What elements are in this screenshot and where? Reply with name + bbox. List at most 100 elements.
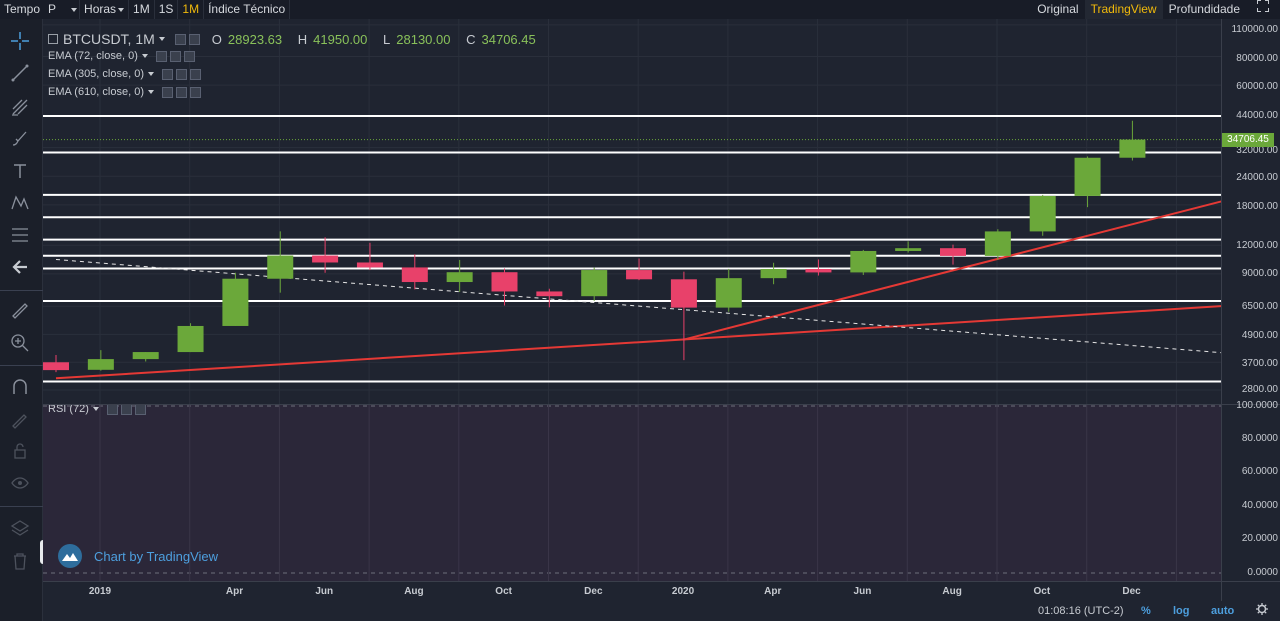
chevron-down-icon[interactable] xyxy=(141,54,148,58)
auto-toggle[interactable]: auto xyxy=(1211,605,1235,617)
close-value: 34706.45 xyxy=(481,31,536,47)
chevron-down-icon[interactable] xyxy=(148,90,154,94)
price-tick: 110000.00 xyxy=(1231,24,1278,35)
trend-line-tool[interactable] xyxy=(8,61,32,85)
tradingview-watermark[interactable]: Chart by TradingView xyxy=(58,544,218,568)
timeframe-1m-button[interactable]: 1M xyxy=(129,0,155,19)
eye-tool[interactable] xyxy=(8,471,32,495)
layers-tool[interactable] xyxy=(8,516,32,540)
bottom-bar: 01:08:16 (UTC-2) % log auto xyxy=(43,601,1280,621)
close-icon[interactable] xyxy=(134,405,146,415)
settings-mini-icon[interactable] xyxy=(106,405,118,415)
price-tick: 32000.00 xyxy=(1236,145,1278,156)
rsi-label: RSI (72) xyxy=(48,405,89,415)
candle-body xyxy=(940,248,966,256)
price-tick: 4900.00 xyxy=(1241,330,1278,341)
price-tick: 3700.00 xyxy=(1241,358,1278,369)
settings-mini-icon[interactable] xyxy=(162,86,173,98)
fib-tool[interactable] xyxy=(8,223,32,247)
brush-tool[interactable] xyxy=(8,127,32,151)
timeframe-1M-button[interactable]: 1M xyxy=(178,0,205,19)
price-tick: 12000.00 xyxy=(1236,240,1278,251)
candle-body xyxy=(626,270,653,280)
time-tick: Oct xyxy=(1033,586,1051,597)
brush-icon xyxy=(12,131,27,146)
crosshair-tool[interactable] xyxy=(8,29,32,53)
settings-mini-icon[interactable] xyxy=(155,50,167,62)
timeframe-1s-button[interactable]: 1S xyxy=(155,0,179,19)
pitchfork-tool[interactable] xyxy=(8,95,32,119)
settings-mini-icon[interactable] xyxy=(188,33,200,45)
hours-dropdown[interactable]: Horas xyxy=(80,0,130,19)
time-tick: Apr xyxy=(764,586,782,597)
chevron-down-icon[interactable] xyxy=(92,407,99,411)
rsi-tick: 40.0000 xyxy=(1241,500,1278,511)
low-value: 28130.00 xyxy=(396,31,451,47)
study-legend-ema610[interactable]: EMA (610, close, 0) xyxy=(48,86,201,98)
time-tick: Aug xyxy=(404,586,424,597)
settings-icon xyxy=(1256,603,1268,615)
symbol-name[interactable]: BTCUSDT, 1M xyxy=(63,31,155,47)
settings-mini-icon[interactable] xyxy=(174,33,186,45)
rsi-axis[interactable]: 100.0000 80.0000 60.0000 40.0000 20.0000 0.00… xyxy=(1221,400,1280,581)
price-tick: 60000.00 xyxy=(1236,81,1278,92)
view-original-tab[interactable]: Original xyxy=(1037,2,1079,16)
close-icon[interactable] xyxy=(183,50,195,62)
pattern-tool[interactable] xyxy=(8,191,32,215)
price-pane[interactable]: BTCUSDT, 1M O 28923.63 H 41950.00 L 28130.0… xyxy=(43,19,1221,404)
fullscreen-button[interactable] xyxy=(1246,0,1280,19)
collapse-legend-icon[interactable] xyxy=(48,34,58,44)
settings-mini-icon[interactable] xyxy=(169,50,181,62)
trash-tool[interactable] xyxy=(8,549,32,573)
log-toggle[interactable]: log xyxy=(1173,605,1190,617)
text-tool[interactable] xyxy=(8,159,32,183)
settings-mini-icon[interactable] xyxy=(162,68,173,80)
settings-mini-icon[interactable] xyxy=(120,405,132,415)
settings-mini-icon[interactable] xyxy=(176,68,187,80)
study-legend-ema305[interactable]: EMA (305, close, 0) xyxy=(48,68,201,80)
candle-body xyxy=(670,279,697,308)
lock-drawing-tool[interactable] xyxy=(8,407,32,431)
chevron-down-icon[interactable] xyxy=(148,72,154,76)
percent-toggle[interactable]: % xyxy=(1141,605,1151,617)
unlock-tool[interactable] xyxy=(8,439,32,463)
view-tradingview-tab[interactable]: TradingView xyxy=(1084,0,1163,19)
pane-separator[interactable] xyxy=(43,404,1280,405)
candle-body xyxy=(43,362,69,371)
price-tick: 6500.00 xyxy=(1241,301,1278,312)
candle-body xyxy=(715,278,742,308)
period-select[interactable]: P xyxy=(44,0,81,19)
time-tick: Dec xyxy=(584,586,603,597)
study-legend-ema72[interactable]: EMA (72, close, 0) xyxy=(48,50,195,62)
chevron-down-icon[interactable] xyxy=(158,37,165,41)
rsi-chart xyxy=(43,405,1221,581)
rsi-tick: 0.0000 xyxy=(1247,567,1278,578)
magnet-tool[interactable] xyxy=(8,375,32,399)
price-tick: 18000.00 xyxy=(1236,201,1278,212)
rsi-legend[interactable]: RSI (72) xyxy=(48,405,146,415)
price-tick: 2800.00 xyxy=(1241,384,1278,395)
candle-body xyxy=(805,269,832,273)
back-arrow-icon xyxy=(12,260,27,274)
candle-body xyxy=(1074,157,1101,196)
close-icon[interactable] xyxy=(190,86,201,98)
text-icon xyxy=(14,164,26,178)
time-tick: 2020 xyxy=(671,586,695,597)
last-price-tag: 34706.45 xyxy=(1222,132,1274,147)
technical-indicators-button[interactable]: Índice Técnico xyxy=(204,0,291,19)
time-axis[interactable]: 2019 Apr Jun Aug Oct Dec 2020 Apr Jun Aug Oct Dec xyxy=(43,581,1221,601)
price-axis[interactable]: 110000.00 80000.00 60000.00 44000.00 32000.0… xyxy=(1221,19,1280,404)
time-tick: Apr xyxy=(225,586,244,597)
ruler-tool[interactable] xyxy=(8,299,32,323)
close-icon[interactable] xyxy=(190,68,201,80)
settings-button[interactable] xyxy=(1256,603,1268,618)
view-depth-tab[interactable]: Profundidade xyxy=(1168,2,1240,16)
study-label: EMA (610, close, 0) xyxy=(48,86,144,98)
rsi-pane[interactable]: RSI (72) xyxy=(43,405,1221,581)
chevron-down-icon xyxy=(118,7,125,12)
fib-icon xyxy=(12,228,28,242)
back-button[interactable] xyxy=(8,255,32,279)
settings-mini-icon[interactable] xyxy=(176,86,187,98)
zoom-in-tool[interactable] xyxy=(8,331,32,355)
